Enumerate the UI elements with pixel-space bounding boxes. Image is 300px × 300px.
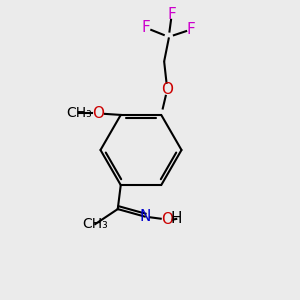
Text: O: O — [161, 212, 173, 227]
Text: F: F — [167, 7, 176, 22]
Text: F: F — [187, 22, 196, 37]
Text: H: H — [170, 212, 182, 226]
Text: F: F — [142, 20, 151, 35]
Text: CH₃: CH₃ — [66, 106, 92, 120]
Text: O: O — [161, 82, 173, 97]
Text: O: O — [92, 106, 104, 121]
Text: CH₃: CH₃ — [82, 217, 108, 231]
Text: N: N — [139, 209, 150, 224]
